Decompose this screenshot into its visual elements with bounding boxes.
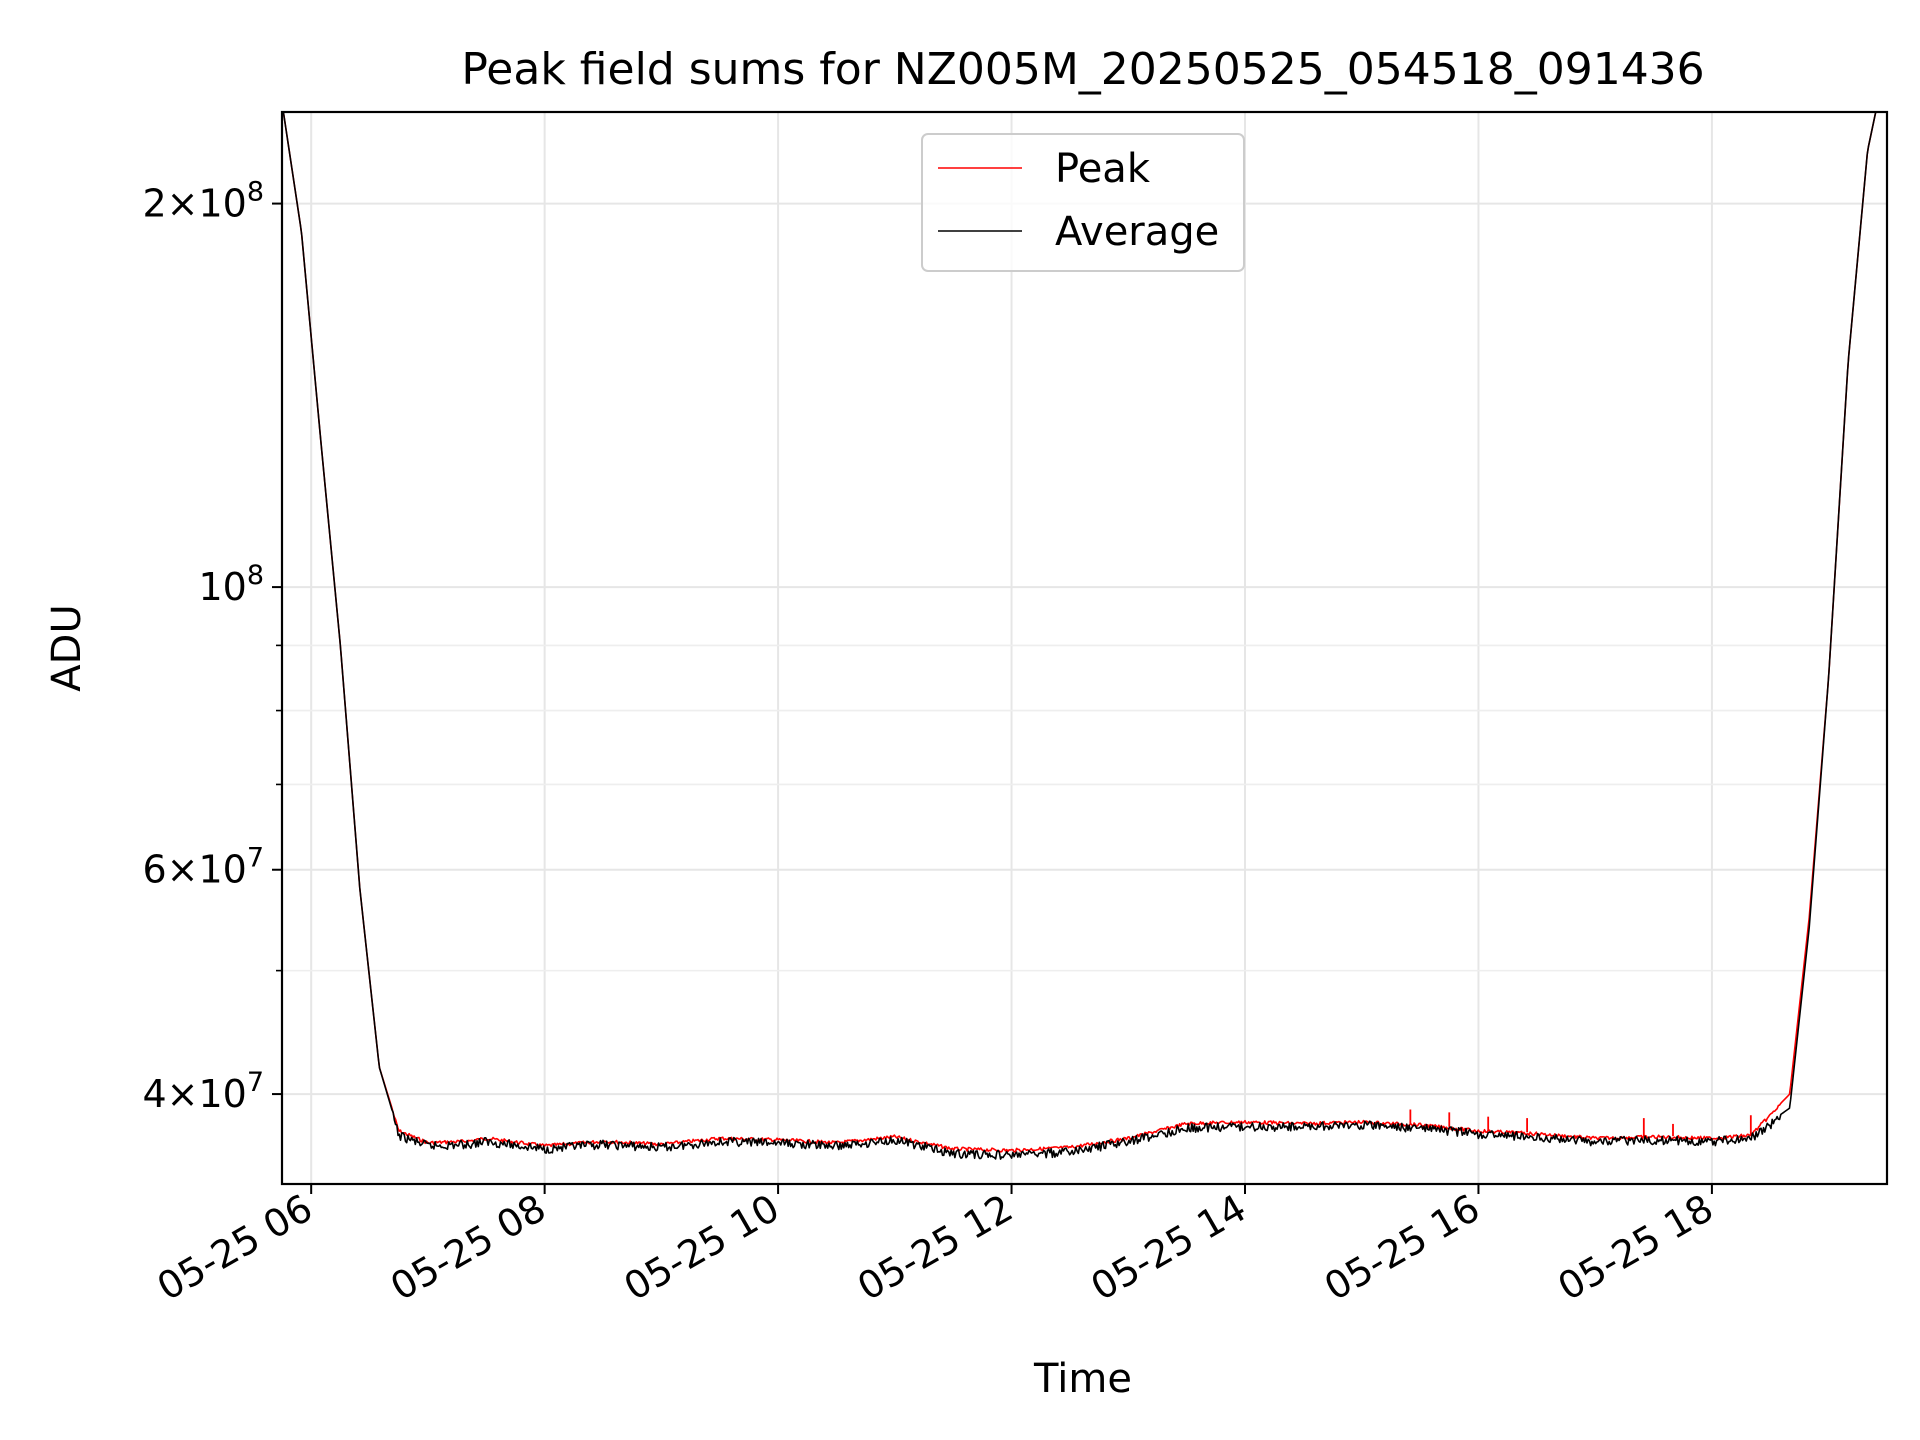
x-axis-label: Time — [1033, 1356, 1132, 1402]
x-tick-label: 05-25 06 — [150, 1186, 320, 1310]
y-tick-label: 2×108 — [142, 177, 264, 226]
y-tick-label: 6×107 — [142, 843, 264, 892]
y-tick-label: 4×107 — [142, 1067, 264, 1116]
x-tick-label: 05-25 10 — [617, 1186, 787, 1310]
legend-label-average: Average — [1055, 209, 1219, 255]
y-axis-ticks: 2×108 108 6×107 4×107 — [142, 177, 282, 1116]
x-axis-ticks: 05-25 06 05-25 08 05-25 10 05-25 12 05-25 14… — [150, 1184, 1720, 1310]
x-tick-label: 05-25 14 — [1084, 1186, 1254, 1310]
series-line-average — [282, 112, 1877, 1160]
x-tick-label: 05-25 16 — [1317, 1186, 1487, 1310]
y-tick-label: 108 — [198, 560, 264, 609]
y-axis-label: ADU — [44, 604, 90, 691]
x-tick-label: 05-25 08 — [383, 1186, 553, 1310]
plot-frame — [280, 110, 1889, 1186]
legend-label-peak: Peak — [1055, 146, 1151, 192]
x-tick-label: 05-25 12 — [850, 1186, 1020, 1310]
grid — [282, 112, 1887, 1184]
x-tick-label: 05-25 18 — [1550, 1186, 1720, 1310]
chart-title: Peak field sums for NZ005M_20250525_0545… — [461, 44, 1704, 95]
series-layer — [282, 112, 1877, 1160]
legend: Peak Average — [921, 133, 1245, 272]
